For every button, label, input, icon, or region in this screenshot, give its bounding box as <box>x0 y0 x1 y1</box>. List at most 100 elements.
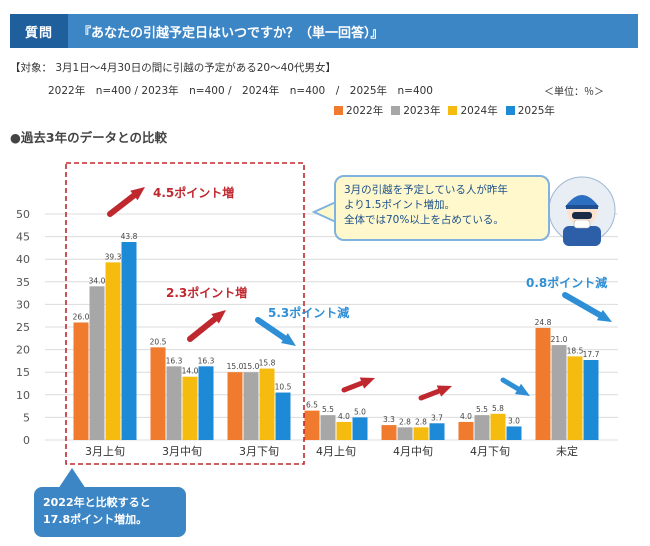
bar <box>382 425 397 440</box>
decrease-arrow-undecided-shaft <box>565 295 600 315</box>
data-label: 39.3 <box>105 252 122 261</box>
bar <box>260 369 275 440</box>
data-label: 3.7 <box>431 413 443 422</box>
bar <box>151 347 166 440</box>
y-tick-label: 30 <box>16 298 30 311</box>
data-label: 34.0 <box>89 276 106 285</box>
data-label: 10.5 <box>275 383 292 392</box>
mascot-cap-brim <box>566 205 598 209</box>
data-label: 14.0 <box>182 367 199 376</box>
callout-line-1: 2022年と比較すると <box>43 494 177 511</box>
bar <box>167 366 182 440</box>
bar <box>228 372 243 440</box>
bar <box>552 345 567 440</box>
bar <box>122 242 137 440</box>
bubble-pointer <box>314 202 336 222</box>
data-label: 17.7 <box>583 350 600 359</box>
bar <box>584 360 599 440</box>
y-tick-label: 40 <box>16 253 30 266</box>
bar <box>321 415 336 440</box>
mascot-body <box>563 226 601 246</box>
data-label: 15.0 <box>227 362 244 371</box>
data-label: 16.3 <box>198 356 215 365</box>
data-label: 26.0 <box>73 312 90 321</box>
data-label: 24.8 <box>535 318 552 327</box>
y-tick-label: 25 <box>16 321 30 334</box>
bar <box>183 377 198 440</box>
data-label: 3.3 <box>383 415 395 424</box>
x-tick-label: 4月上旬 <box>316 445 356 458</box>
bar <box>507 426 522 440</box>
data-label: 16.3 <box>166 356 183 365</box>
data-label: 43.8 <box>121 232 138 241</box>
data-label: 20.5 <box>150 337 167 346</box>
x-tick-label: 3月下旬 <box>239 445 279 458</box>
x-tick-label: 3月中旬 <box>162 445 202 458</box>
data-label: 6.5 <box>306 401 318 410</box>
data-label: 5.5 <box>322 405 334 414</box>
y-tick-label: 35 <box>16 276 30 289</box>
bubble-line-1: 3月の引越を予定している人が昨年 <box>344 183 540 198</box>
arrow-april-early-head <box>360 377 375 388</box>
bar <box>337 422 352 440</box>
callout-pointer <box>58 468 86 489</box>
data-label: 2.8 <box>415 417 427 426</box>
y-tick-label: 10 <box>16 389 30 402</box>
increase-arrow-march-early-shaft <box>110 196 134 214</box>
info-speech-bubble: 3月の引越を予定している人が昨年 より1.5ポイント増加。 全体では70%以上を… <box>334 175 550 241</box>
bar <box>74 322 89 440</box>
mascot-icon <box>549 177 615 246</box>
y-tick-label: 5 <box>23 411 30 424</box>
bar <box>459 422 474 440</box>
bubble-line-3: 全体では70%以上を占めている。 <box>344 213 540 228</box>
data-label: 15.0 <box>243 362 260 371</box>
increase-arrow-march-mid-shaft <box>190 319 215 339</box>
bar <box>568 356 583 440</box>
decrease-arrow-march-late-shaft <box>258 320 284 338</box>
annotation-undecided: 0.8ポイント減 <box>526 275 607 290</box>
arrow-april-mid-shaft <box>421 391 439 398</box>
bar <box>414 427 429 440</box>
x-tick-label: 4月中旬 <box>393 445 433 458</box>
bar <box>430 423 445 440</box>
bar <box>353 417 368 440</box>
bubble-line-2: より1.5ポイント増加。 <box>344 198 540 213</box>
y-tick-label: 45 <box>16 231 30 244</box>
annotation-march-mid: 2.3ポイント増 <box>166 285 247 300</box>
y-tick-label: 0 <box>23 434 30 447</box>
data-label: 18.5 <box>567 346 584 355</box>
annotation-march-early: 4.5ポイント増 <box>153 185 234 200</box>
data-label: 21.0 <box>551 335 568 344</box>
data-label: 4.0 <box>338 412 350 421</box>
mascot-mask <box>574 220 590 228</box>
bar <box>276 393 291 440</box>
bar <box>305 411 320 440</box>
x-tick-label: 3月上旬 <box>85 445 125 458</box>
data-label: 5.5 <box>476 405 488 414</box>
bar <box>491 414 506 440</box>
mascot-goggles <box>572 212 592 219</box>
bar <box>199 366 214 440</box>
x-tick-label: 未定 <box>556 444 578 458</box>
x-tick-label: 4月下旬 <box>470 445 510 458</box>
callout-line-2: 17.8ポイント増加。 <box>43 511 177 528</box>
data-label: 5.0 <box>354 407 366 416</box>
annotation-march-late: 5.3ポイント減 <box>268 305 349 320</box>
bar <box>398 427 413 440</box>
bar <box>90 286 105 440</box>
y-tick-label: 50 <box>16 208 30 221</box>
arrow-april-late-shaft <box>503 380 518 389</box>
data-label: 15.8 <box>259 359 276 368</box>
bar <box>106 262 121 440</box>
comparison-callout: 2022年と比較すると 17.8ポイント増加。 <box>34 487 186 537</box>
data-label: 2.8 <box>399 417 411 426</box>
y-tick-label: 15 <box>16 366 30 379</box>
data-label: 3.0 <box>508 416 520 425</box>
chart-bars: 26.0 34.0 39.3 43.8 3月上旬 20.5 16.3 14.0 16.3 3月中旬… <box>73 232 600 458</box>
data-label: 5.8 <box>492 404 504 413</box>
bar <box>244 372 259 440</box>
bar <box>475 415 490 440</box>
y-tick-label: 20 <box>16 344 30 357</box>
bar <box>536 328 551 440</box>
